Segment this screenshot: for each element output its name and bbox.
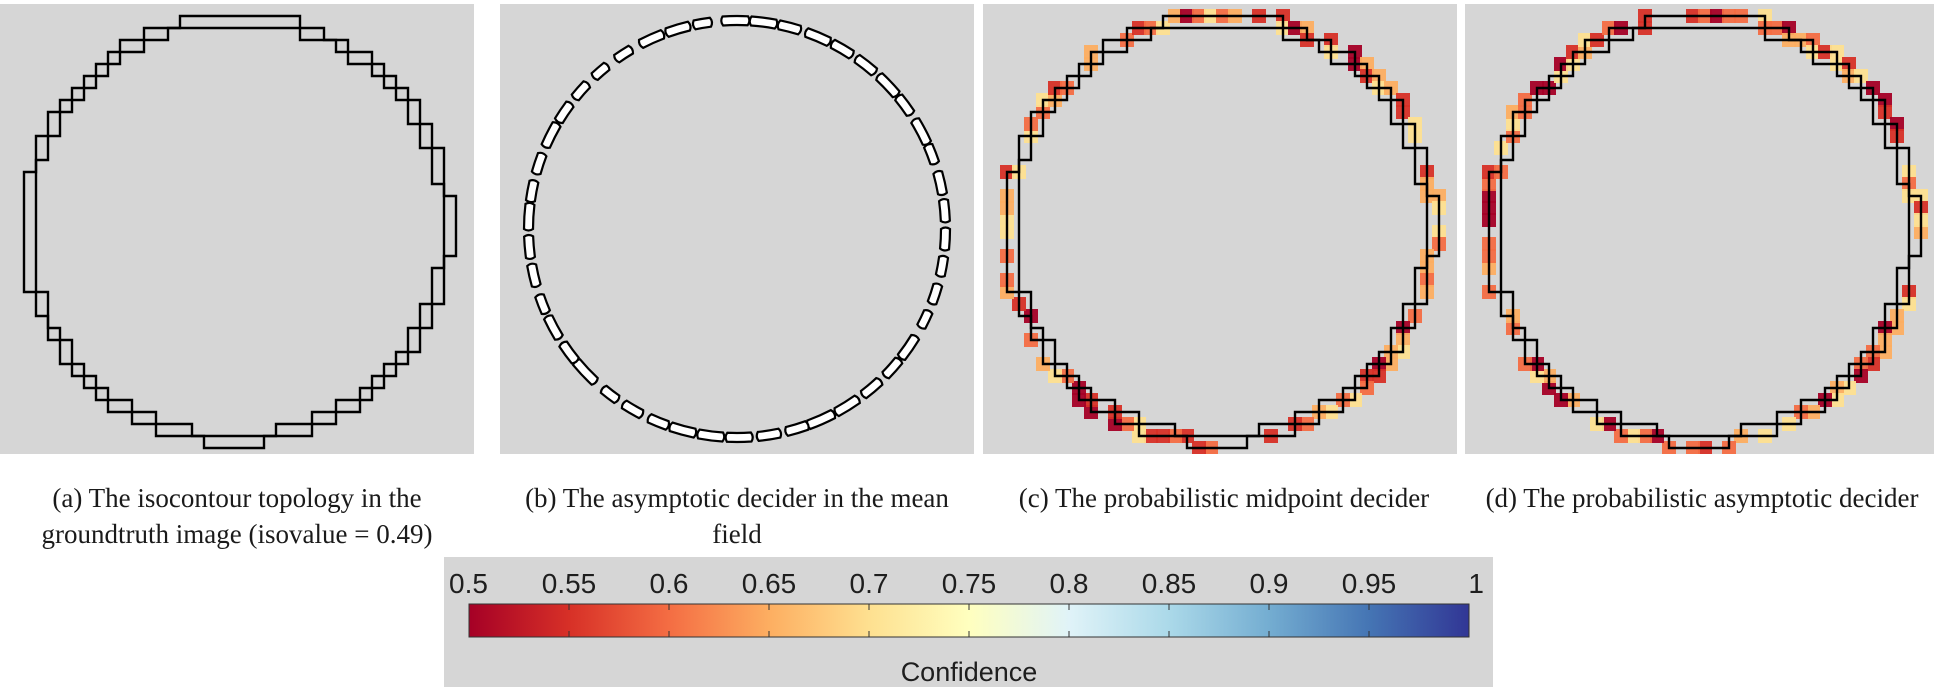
panel-d-plot — [1482, 9, 1928, 454]
caption-b: (b) The asymptotic decider in the mean f… — [525, 483, 949, 549]
contour-segment — [916, 309, 934, 330]
contour-segment — [755, 427, 783, 443]
contour-segment — [526, 262, 542, 289]
isocontour-inner — [34, 26, 446, 438]
contour-segment — [664, 20, 692, 39]
contour-segment — [540, 121, 562, 149]
contour-segment — [937, 197, 951, 224]
contour-segment — [599, 384, 621, 405]
contour-segment — [922, 142, 941, 166]
contour-segment — [926, 282, 944, 306]
panel-d-probabilistic-asymptotic — [1465, 4, 1934, 454]
isocontour-outer — [22, 14, 458, 450]
contour-segment — [534, 293, 552, 316]
contour-segment — [896, 333, 921, 362]
contour-segment — [542, 314, 564, 341]
isocontour-segments — [522, 14, 952, 444]
contour-segment — [691, 16, 714, 31]
contour-segment — [894, 93, 916, 117]
contour-segment — [748, 15, 779, 30]
contour-segment — [524, 179, 540, 204]
contour-segment — [668, 421, 698, 439]
contour-segment — [881, 356, 904, 380]
colorbar-title: Confidence — [901, 657, 1038, 687]
contour-segment — [910, 117, 933, 146]
contour-segment — [776, 19, 803, 36]
contour-segment — [853, 53, 879, 77]
contour-segment — [620, 399, 645, 420]
colorbar-tick-label: 0.95 — [1342, 568, 1397, 599]
contour-segment — [720, 14, 751, 27]
contour-segment — [523, 233, 537, 261]
isocontour-inner — [1499, 26, 1911, 438]
contour-segment — [553, 100, 575, 125]
panel-a-plot — [22, 14, 458, 450]
colorbar-tick-label: 0.7 — [850, 568, 889, 599]
contour-segment — [646, 412, 671, 431]
contour-segment — [558, 340, 580, 365]
contour-segment — [859, 376, 884, 400]
panel-a-groundtruth — [0, 4, 474, 454]
isocontour-inner — [1017, 26, 1429, 438]
panel-b-plot — [522, 14, 952, 444]
caption-a: (a) The isocontour topology in the groun… — [41, 483, 433, 549]
colorbar-tick-label: 0.9 — [1250, 568, 1289, 599]
panel-c-probabilistic-midpoint — [983, 4, 1457, 454]
panel-b-asymptotic-mean-field — [500, 4, 974, 454]
colorbar-tick-label: 0.6 — [650, 568, 689, 599]
contour-segment — [637, 28, 666, 50]
colorbar-tick-label: 0.85 — [1142, 568, 1197, 599]
contour-segment — [934, 254, 950, 278]
colorbar-tick-label: 0.8 — [1050, 568, 1089, 599]
panel-c-plot — [1000, 9, 1446, 454]
colorbar-tick-label: 0.75 — [942, 568, 997, 599]
contour-segment — [938, 226, 952, 252]
contour-segment — [875, 72, 901, 99]
caption-d: (d) The probabilistic asymptotic decider — [1485, 483, 1919, 513]
contour-segment — [522, 201, 536, 232]
colorbar-tick-label: 0.55 — [542, 568, 597, 599]
contour-segment — [570, 80, 592, 102]
colorbar-tick-label: 1 — [1468, 568, 1484, 599]
contour-segment — [571, 358, 599, 386]
contour-segment — [805, 408, 837, 431]
contour-segment — [803, 27, 832, 48]
contour-segment — [613, 44, 635, 64]
contour-segment — [724, 431, 754, 444]
contour-segment — [784, 419, 810, 438]
caption-c: (c) The probabilistic midpoint decider — [1018, 483, 1430, 513]
contour-segment — [696, 428, 726, 443]
contour-segment — [829, 38, 855, 60]
colorbar-tick-label: 0.65 — [742, 568, 797, 599]
confidence-colorbar: 0.5 0.55 0.6 0.65 0.7 0.75 0.8 0.85 0.9 0.95 1 Con… — [444, 557, 1493, 687]
contour-segment — [833, 394, 861, 418]
colorbar-tick-label: 0.5 — [449, 568, 488, 599]
contour-segment — [590, 61, 611, 82]
contour-segment — [530, 151, 548, 176]
colorbar-svg: 0.5 0.55 0.6 0.65 0.7 0.75 0.8 0.85 0.9 0.95 1 Con… — [449, 568, 1484, 687]
contour-segment — [932, 169, 949, 197]
